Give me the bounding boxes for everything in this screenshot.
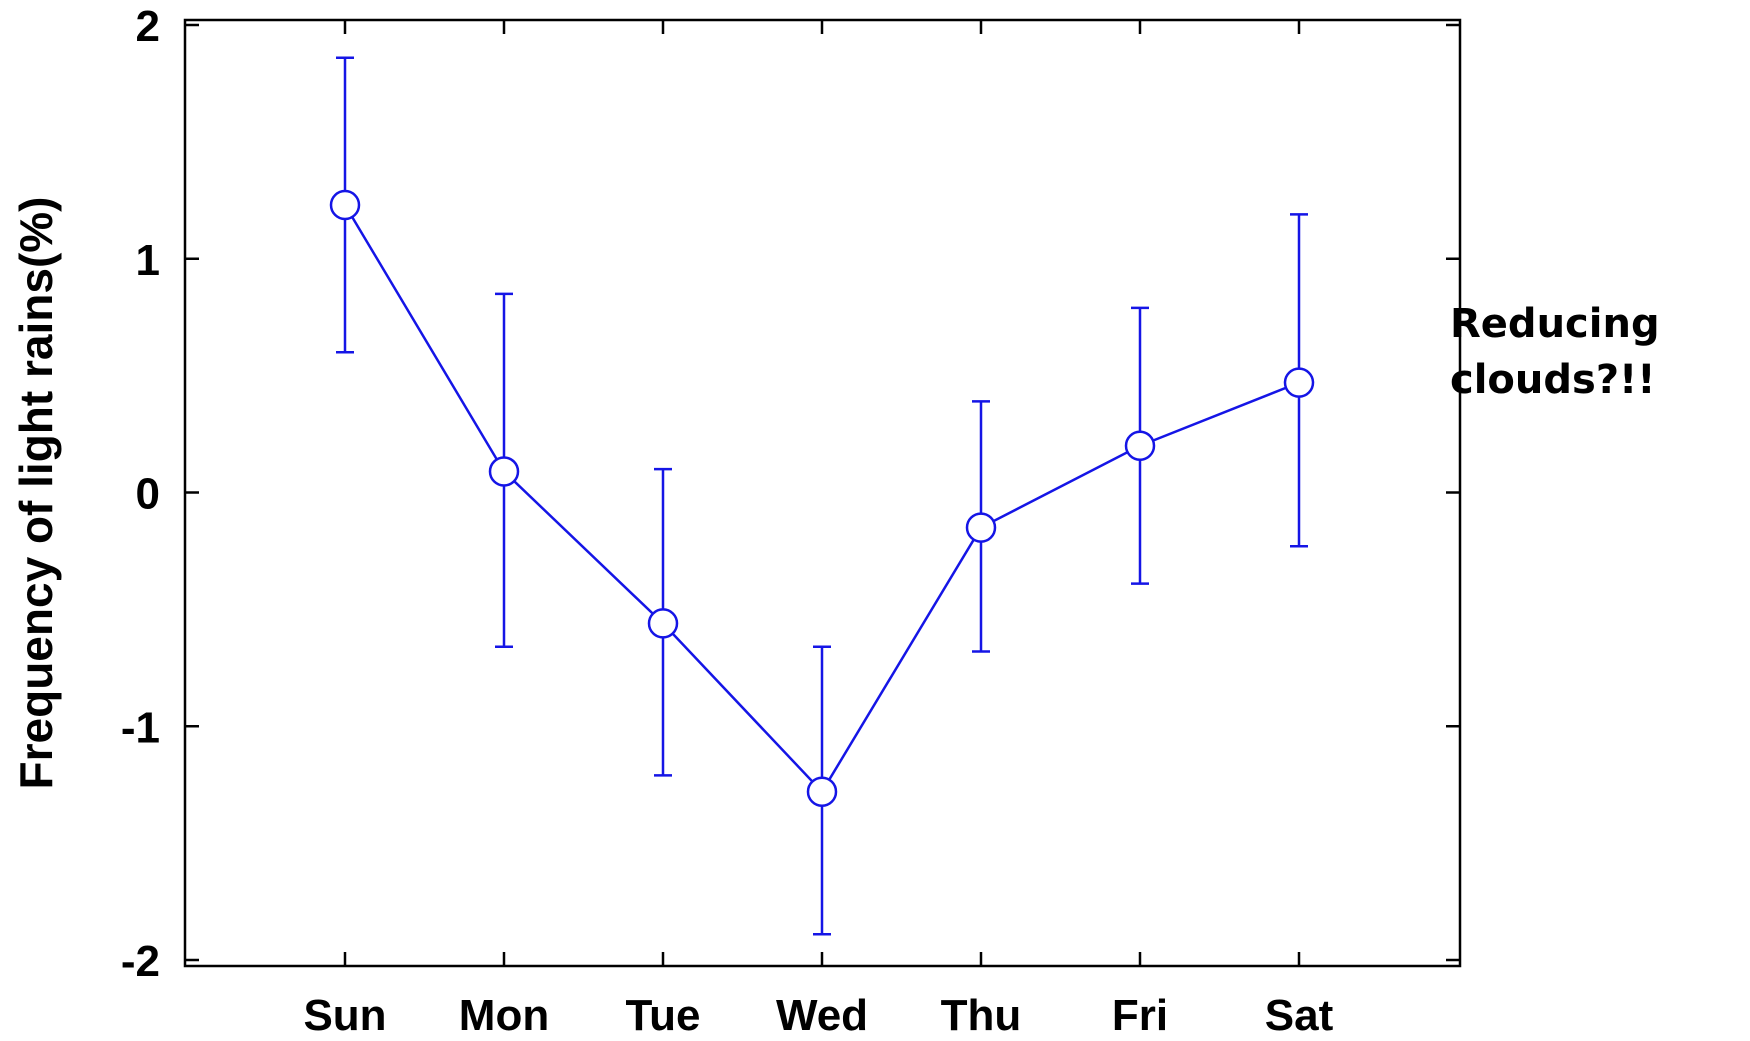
x-axis: Sun Mon Tue Wed Thu Fri Sat: [303, 20, 1334, 1040]
x-tick-label-tue: Tue: [626, 991, 701, 1040]
y-tick-label: -1: [121, 703, 160, 752]
annotation-line-1: Reducing: [1450, 301, 1660, 347]
series-markers: [329, 189, 1315, 807]
x-tick-label-mon: Mon: [459, 991, 549, 1040]
y-tick-label: 2: [136, 2, 160, 51]
y-axis: -2 -1 0 1 2: [121, 2, 1460, 986]
x-tick-label-thu: Thu: [941, 991, 1022, 1040]
data-point-mon: [488, 456, 520, 487]
data-point-thu: [965, 512, 997, 543]
data-point-tue: [647, 608, 679, 639]
x-tick-label-wed: Wed: [776, 991, 868, 1040]
y-tick-label: 0: [136, 470, 160, 519]
y-tick-label: 1: [136, 236, 160, 285]
y-axis-label: Frequency of light rains(%): [10, 197, 62, 790]
data-point-sat: [1283, 367, 1315, 398]
annotation-line-2: clouds?!!: [1450, 357, 1656, 403]
annotation: Reducing clouds?!!: [1450, 296, 1750, 408]
x-tick-label-fri: Fri: [1112, 991, 1168, 1040]
x-tick-label-sat: Sat: [1265, 991, 1334, 1040]
x-tick-label-sun: Sun: [303, 991, 386, 1040]
y-tick-label: -2: [121, 937, 160, 986]
data-point-wed: [806, 776, 838, 807]
data-point-sun: [329, 189, 361, 221]
data-point-fri: [1124, 430, 1156, 461]
